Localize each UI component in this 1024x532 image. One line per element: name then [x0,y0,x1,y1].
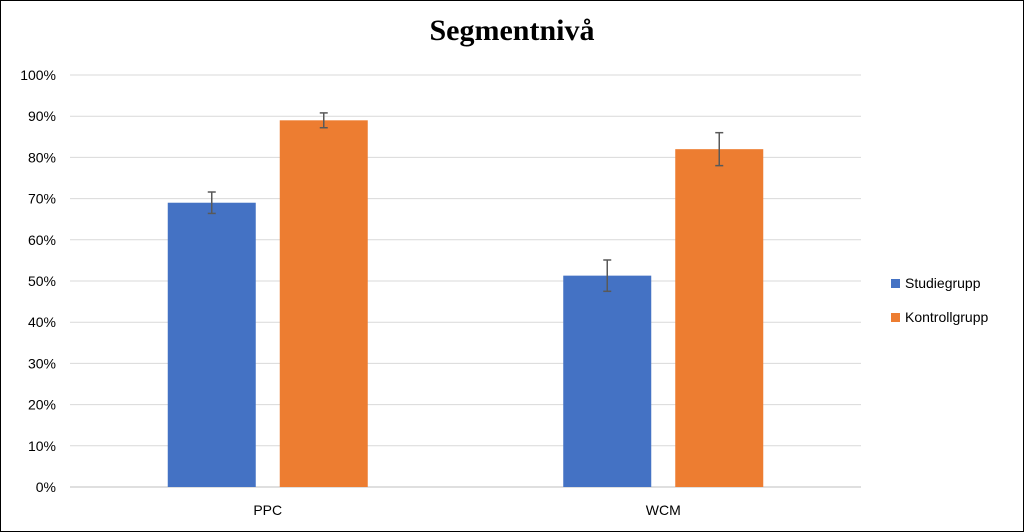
chart-title: Segmentnivå [429,14,595,47]
y-tick-label: 30% [28,355,56,371]
chart-legend: Studiegrupp Kontrollgrupp [891,266,988,334]
legend-item-kontrollgrupp: Kontrollgrupp [891,300,988,334]
y-tick-label: 50% [28,273,56,289]
bar-studiegrupp-ppc [167,202,256,487]
x-category-label: WCM [646,502,681,518]
y-tick-label: 0% [36,479,56,495]
y-tick-label: 10% [28,438,56,454]
x-category-label: PPC [253,502,282,518]
y-tick-label: 100% [20,67,56,83]
y-tick-label: 20% [28,397,56,413]
legend-swatch-kontrollgrupp [891,312,900,322]
bar-studiegrupp-wcm [563,275,652,487]
legend-swatch-studiegrupp [891,278,900,288]
y-tick-label: 40% [28,314,56,330]
legend-label-kontrollgrupp: Kontrollgrupp [905,309,989,325]
y-tick-label: 80% [28,149,56,165]
y-tick-label: 60% [28,232,56,248]
legend-label-studiegrupp: Studiegrupp [905,275,981,291]
legend-item-studiegrupp: Studiegrupp [891,266,988,300]
bar-kontrollgrupp-wcm [675,149,764,487]
bar-kontrollgrupp-ppc [279,120,368,487]
y-tick-label: 90% [28,108,56,124]
y-tick-label: 70% [28,191,56,207]
